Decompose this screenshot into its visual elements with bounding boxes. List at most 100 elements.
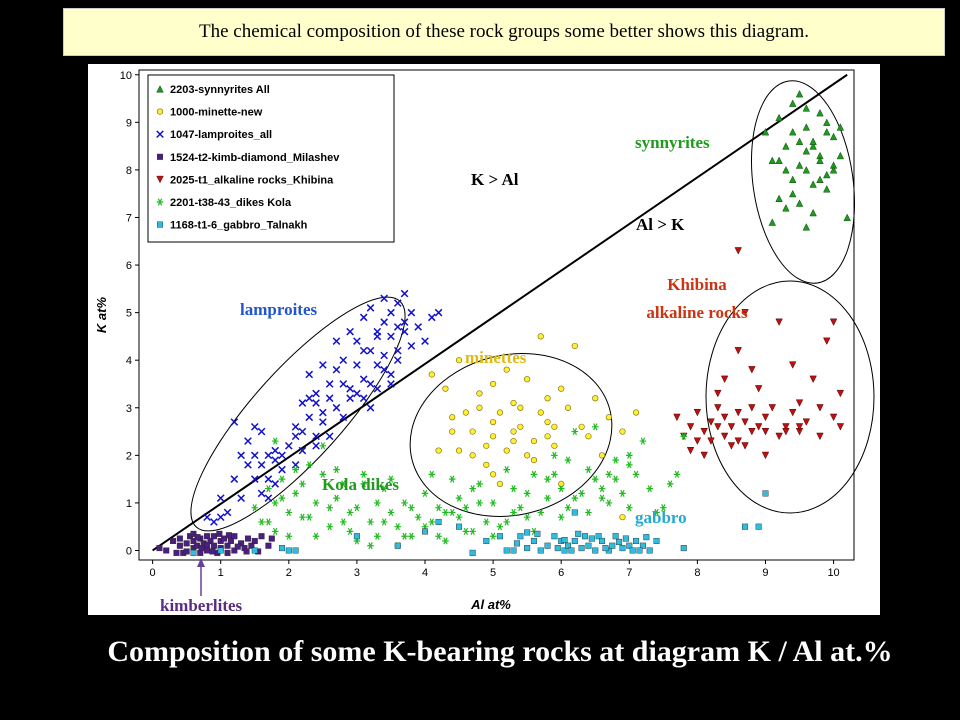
data-point (207, 537, 214, 544)
data-point (761, 451, 770, 460)
data-point (489, 532, 497, 540)
series-4 (156, 530, 275, 556)
data-point (809, 142, 817, 150)
data-point (802, 104, 811, 112)
data-point (156, 153, 163, 160)
data-point (204, 541, 211, 548)
group-label: Al > K (636, 215, 685, 234)
data-point (367, 518, 374, 526)
data-point (237, 494, 245, 502)
data-point (588, 535, 595, 542)
data-point (190, 537, 197, 544)
data-point (251, 504, 259, 512)
data-point (653, 508, 660, 516)
data-point (428, 371, 435, 378)
data-point (319, 418, 327, 426)
data-point (517, 533, 524, 540)
data-point (693, 437, 702, 445)
x-tick-label: 5 (490, 567, 496, 579)
data-point (524, 376, 531, 383)
data-point (734, 347, 742, 355)
data-point (456, 523, 463, 530)
data-point (483, 537, 490, 544)
data-point (653, 537, 660, 544)
data-point (387, 380, 395, 388)
data-point (544, 395, 551, 402)
data-point (503, 466, 511, 474)
data-point (401, 532, 408, 540)
data-point (380, 318, 388, 326)
data-point (156, 130, 164, 139)
data-point (809, 137, 817, 145)
data-point (360, 470, 368, 478)
data-point (319, 442, 327, 450)
data-point (782, 166, 790, 174)
data-point (224, 549, 231, 556)
data-point (333, 494, 340, 502)
group-label: gabbro (635, 508, 687, 527)
data-point (639, 437, 647, 445)
data-point (278, 475, 286, 483)
y-tick-label: 9 (126, 117, 132, 129)
data-point (339, 380, 348, 388)
data-point (366, 380, 375, 388)
data-point (727, 423, 736, 431)
data-point (605, 499, 613, 507)
data-point (156, 175, 164, 184)
data-point (537, 508, 545, 516)
data-point (524, 545, 531, 552)
data-point (346, 527, 354, 536)
data-point (244, 535, 251, 542)
data-point (534, 530, 541, 537)
data-point (271, 499, 279, 507)
data-point (163, 547, 170, 554)
data-point (271, 527, 279, 536)
data-point (285, 532, 293, 540)
data-point (387, 370, 395, 379)
data-point (407, 342, 416, 350)
data-point (633, 537, 640, 544)
data-point (210, 542, 217, 549)
kimberlite-arrowhead (197, 558, 205, 567)
data-point (530, 437, 538, 445)
data-point (257, 461, 266, 469)
data-point (264, 451, 273, 460)
data-point (319, 408, 327, 417)
x-tick-label: 10 (827, 567, 839, 579)
legend-box (147, 74, 395, 243)
data-point (782, 423, 790, 431)
data-point (643, 534, 650, 541)
data-point (298, 399, 307, 407)
data-point (558, 385, 565, 392)
data-point (271, 446, 280, 455)
data-point (489, 499, 497, 507)
data-point (387, 332, 395, 341)
data-point (421, 489, 429, 497)
data-point (258, 533, 265, 540)
data-point (714, 404, 722, 412)
y-tick-label: 3 (126, 403, 132, 415)
data-point (795, 137, 804, 145)
data-point (353, 504, 361, 512)
data-point (816, 175, 824, 183)
data-point (216, 530, 223, 537)
data-point (170, 537, 177, 544)
data-point (374, 532, 381, 540)
data-point (632, 470, 640, 478)
data-point (768, 218, 776, 226)
data-point (312, 389, 320, 398)
data-point (782, 204, 790, 212)
data-point (775, 318, 783, 326)
data-point (802, 123, 811, 131)
data-point (442, 508, 449, 516)
data-point (483, 442, 490, 449)
series-5 (673, 247, 845, 460)
data-point (510, 437, 517, 445)
data-point (251, 547, 258, 554)
data-point (489, 471, 497, 478)
data-point (602, 545, 609, 552)
data-point (217, 547, 224, 554)
data-point (332, 337, 341, 345)
data-point (455, 513, 463, 521)
slide-caption: Composition of some K-bearing rocks at d… (107, 635, 893, 668)
